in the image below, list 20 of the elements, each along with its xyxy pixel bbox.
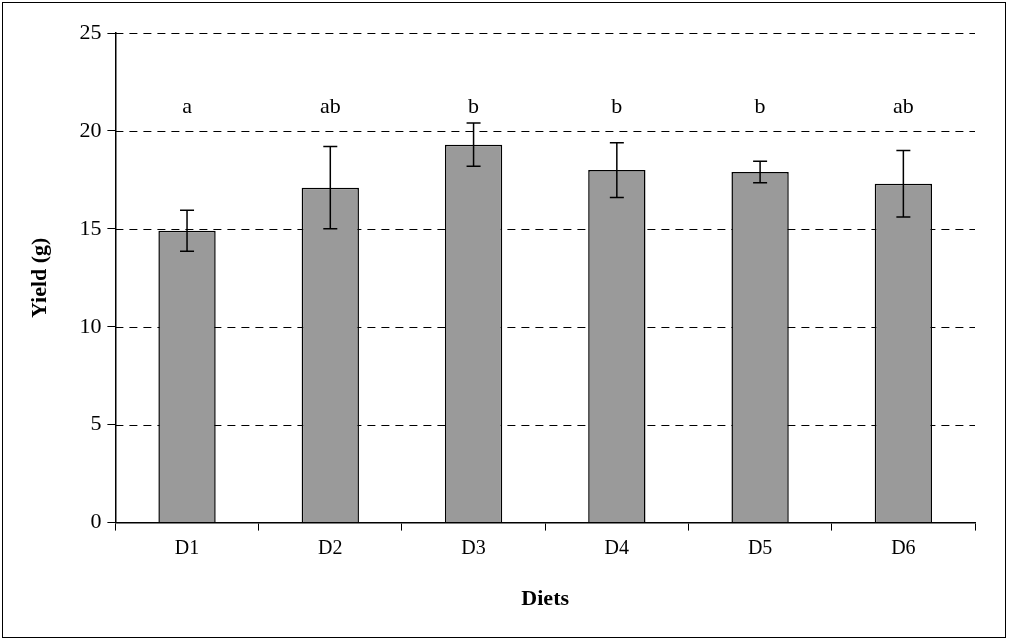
y-tick-label: 0: [90, 508, 102, 534]
x-tick-label: D5: [747, 535, 773, 558]
y-tick-label: 5: [90, 410, 102, 436]
x-tick-label: D1: [174, 535, 200, 558]
y-tick-label: 20: [79, 116, 102, 142]
annotation: b: [611, 93, 623, 119]
annotation: b: [468, 93, 480, 119]
x-axis-title: Diets: [521, 585, 570, 611]
y-tick-label: 15: [79, 214, 102, 240]
y-tick-label: 10: [79, 312, 102, 338]
x-tick-label: D3: [461, 535, 486, 558]
annotation: a: [182, 93, 193, 119]
x-tick-label: D4: [604, 535, 630, 558]
y-axis-title: Yield (g): [25, 237, 51, 319]
y-tick-label: 25: [79, 18, 102, 44]
x-tick-label: D6: [891, 535, 916, 558]
x-tick-label: D2: [318, 535, 343, 558]
annotation: ab: [892, 93, 914, 119]
annotation: ab: [319, 93, 341, 119]
annotation: b: [754, 93, 766, 119]
